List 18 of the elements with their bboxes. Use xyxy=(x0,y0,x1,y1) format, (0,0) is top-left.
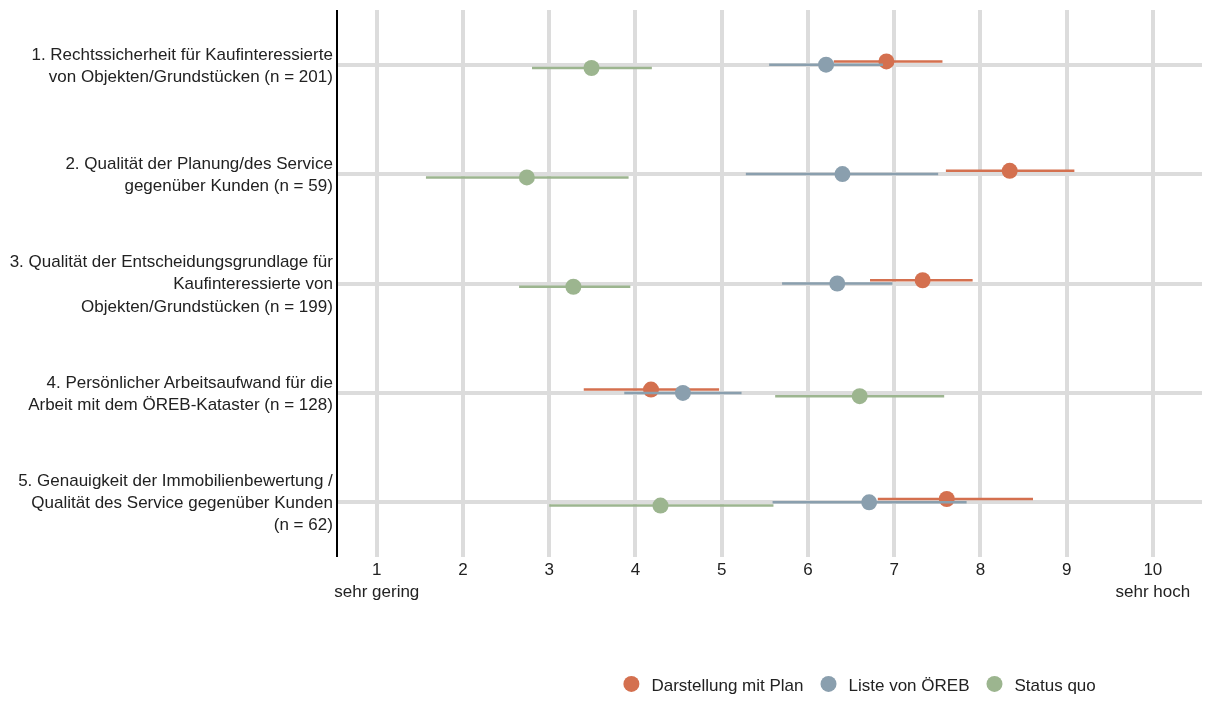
y-tick-label: 3. Qualität der Entscheidungsgrundlage für Kaufinteressierte von Objekten/Grundstücken (n = 199) xyxy=(9,252,334,316)
legend-label: Liste von ÖREB xyxy=(848,675,970,695)
x-tick-label: 6 xyxy=(803,560,813,579)
legend-label: Darstellung mit Plan xyxy=(651,675,804,695)
legend-label: Status quo xyxy=(1014,675,1096,695)
x-tick-label: 9 xyxy=(1061,560,1072,579)
y-tick-label: 2. Qualität der Planung/des Service gegenüber Kunden (n = 59) xyxy=(65,154,333,196)
x-tick-label: 8 xyxy=(975,560,986,579)
y-tick-label: 1. Rechtssicherheit für Kaufinteressierte von Objekten/Grundstücken (n = 201) xyxy=(31,44,333,86)
x-tick-label: 4 xyxy=(630,560,641,579)
y-tick-label: 5. Genauigkeit der Immobilienbewertung / Qualität des Service gegenüber Kunden (n = 62) xyxy=(18,471,334,535)
x-tick-label: 2 xyxy=(458,560,468,579)
x-tick-label: 10 sehr hoch xyxy=(1115,560,1191,602)
x-tick-label: 7 xyxy=(889,560,899,579)
x-tick-label: 5 xyxy=(716,560,727,579)
y-tick-label: 4. Persönlicher Arbeitsaufwand für die Arbeit mit dem ÖREB-Kataster (n = 128) xyxy=(28,372,333,414)
x-tick-label: 3 xyxy=(544,560,554,579)
x-tick-label: 1 sehr gering xyxy=(334,560,420,602)
